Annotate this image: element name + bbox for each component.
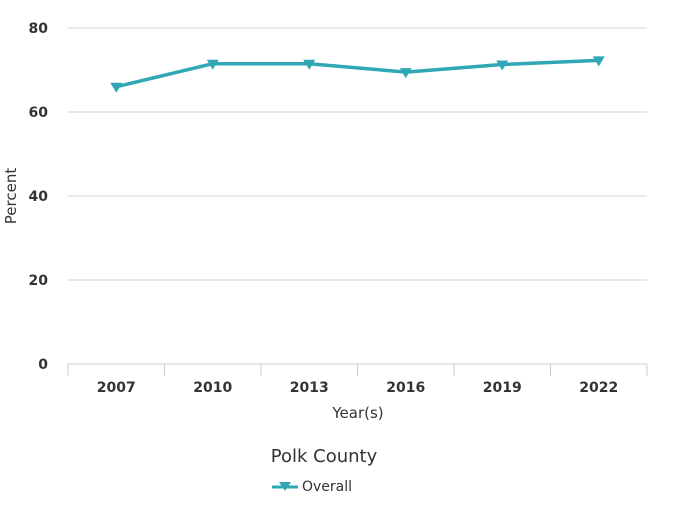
x-tick-label: 2019 (483, 380, 522, 396)
y-tick-label: 40 (29, 189, 49, 205)
x-tick-label: 2022 (579, 380, 618, 396)
y-tick-label: 60 (29, 105, 49, 121)
legend-title: Polk County (270, 446, 378, 467)
y-axis-title: Percent (2, 168, 20, 225)
x-axis: 2007 2010 2013 2016 2019 2022 (67, 363, 648, 396)
x-tick-label: 2010 (193, 380, 232, 396)
y-axis-ticks: 0 20 40 60 80 (29, 21, 49, 373)
data-point (110, 82, 123, 93)
data-point (496, 60, 509, 71)
x-tick-label: 2013 (290, 380, 329, 396)
x-axis-title: Year(s) (331, 404, 383, 422)
series-line (115, 58, 599, 89)
data-point (399, 68, 412, 79)
x-tick-label: 2007 (97, 380, 136, 396)
legend-item-overall[interactable]: Overall (272, 479, 352, 495)
legend-label: Overall (302, 479, 353, 495)
series-layer (110, 56, 605, 93)
data-point (303, 59, 316, 70)
data-point (592, 56, 605, 67)
y-tick-label: 0 (38, 357, 48, 373)
data-point (206, 59, 219, 70)
y-tick-label: 20 (29, 273, 49, 289)
x-tick-label: 2016 (386, 380, 425, 396)
y-tick-label: 80 (29, 21, 49, 37)
legend-marker-icon (272, 482, 298, 491)
line-chart: 0 20 40 60 80 2007 2010 2013 2016 2019 2022 Perce… (2, 21, 648, 422)
